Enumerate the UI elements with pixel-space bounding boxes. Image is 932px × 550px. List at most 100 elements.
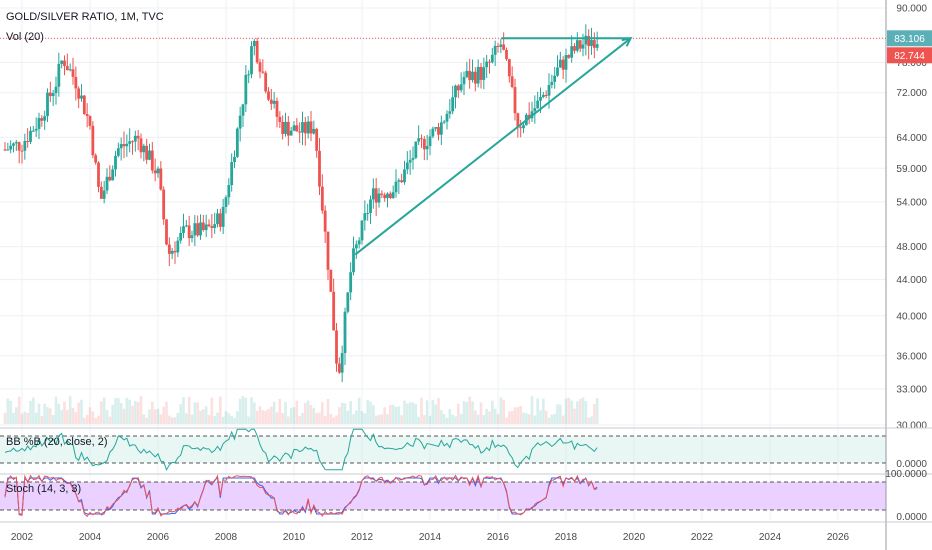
candle-body xyxy=(496,45,500,47)
volume-bar xyxy=(522,412,525,424)
volume-bar xyxy=(71,407,75,424)
volume-bar xyxy=(485,408,488,424)
candle-body xyxy=(360,220,364,241)
candle-body xyxy=(394,181,398,193)
candle-body xyxy=(567,55,571,58)
candle-body xyxy=(6,149,10,151)
candle-body xyxy=(366,212,370,214)
candle-body xyxy=(544,94,548,96)
volume-bar xyxy=(366,400,369,424)
volume-bar xyxy=(219,396,222,424)
candle-body xyxy=(17,142,21,151)
candle-body xyxy=(448,111,452,114)
volume-bar xyxy=(139,396,143,424)
candle-body xyxy=(349,272,353,293)
x-tick-label: 2004 xyxy=(79,532,102,543)
volume-bar xyxy=(408,402,412,424)
volume-bar xyxy=(414,403,418,424)
candle-body xyxy=(332,291,336,331)
candle-body xyxy=(539,96,542,101)
volume-bar xyxy=(400,415,403,424)
volume-bar xyxy=(440,410,443,424)
volume-bar xyxy=(213,416,216,424)
volume-bar xyxy=(6,398,10,424)
volume-bar xyxy=(397,406,401,424)
y-tick-label: 78.000 xyxy=(896,58,927,69)
candle-body xyxy=(298,131,302,133)
candle-body xyxy=(213,224,217,228)
volume-bar xyxy=(516,407,520,424)
candle-body xyxy=(584,35,588,45)
candle-body xyxy=(536,100,540,109)
volume-bar xyxy=(159,414,163,424)
volume-bar xyxy=(224,411,228,424)
volume-bar xyxy=(289,408,293,424)
candle-body xyxy=(434,127,438,129)
volume-bar xyxy=(125,397,129,424)
volume-bar xyxy=(360,411,364,424)
candle-body xyxy=(527,114,531,119)
candle-body xyxy=(9,145,13,150)
x-tick-label: 2024 xyxy=(759,532,782,543)
volume-bar xyxy=(465,401,469,424)
volume-bar xyxy=(363,413,367,424)
volume-bar xyxy=(108,416,112,424)
volume-bar xyxy=(26,412,29,424)
price-tag xyxy=(887,47,932,64)
candle-body xyxy=(210,226,214,228)
candle-body xyxy=(150,150,154,171)
volume-bar xyxy=(136,402,140,424)
y-tick-label: 30.000 xyxy=(896,421,927,432)
volume-bar xyxy=(488,411,491,424)
volume-bar xyxy=(29,400,32,424)
volume-bar xyxy=(539,410,542,424)
candle-body xyxy=(468,70,472,81)
candle-body xyxy=(581,44,585,49)
candle-body xyxy=(575,40,579,51)
volume-bar xyxy=(493,408,497,424)
volume-bar xyxy=(505,417,508,424)
volume-bar xyxy=(369,401,372,424)
volume-bar xyxy=(77,402,80,424)
volume-bar xyxy=(247,416,250,424)
candle-body xyxy=(142,145,146,153)
volume-bar xyxy=(491,400,494,424)
candle-body xyxy=(403,169,406,183)
volume-bar xyxy=(476,414,480,424)
candle-body xyxy=(207,224,211,227)
candle-body xyxy=(408,159,412,163)
candle-body xyxy=(357,240,361,245)
volume-bar xyxy=(66,410,69,424)
volume-bar xyxy=(258,406,262,424)
candle-body xyxy=(125,143,129,147)
candle-body xyxy=(60,60,64,64)
volume-bar xyxy=(352,414,355,424)
candle-body xyxy=(595,44,599,48)
candle-body xyxy=(485,61,489,68)
stoch-band xyxy=(0,482,886,510)
volume-bar xyxy=(451,414,454,424)
candle-body xyxy=(97,162,100,187)
volume-bar xyxy=(173,417,177,424)
candle-body xyxy=(179,232,183,241)
volume-bar xyxy=(559,404,562,424)
volume-bar xyxy=(227,413,231,424)
volume-bar xyxy=(417,416,420,424)
volume-bar xyxy=(425,400,429,424)
chart-annotations[interactable] xyxy=(0,36,886,256)
volume-bar xyxy=(236,411,239,424)
volume-bar xyxy=(428,415,432,424)
candle-body xyxy=(114,155,117,170)
volume-bar xyxy=(57,403,61,424)
volume-bar xyxy=(584,401,588,424)
candle-body xyxy=(456,85,460,91)
volume-bar xyxy=(318,412,321,424)
candle-body xyxy=(380,193,384,195)
candle-body xyxy=(479,66,483,80)
volume-bar xyxy=(576,401,579,424)
rising-trendline xyxy=(354,37,632,256)
candle-body xyxy=(193,223,197,236)
candle-body xyxy=(224,197,228,208)
